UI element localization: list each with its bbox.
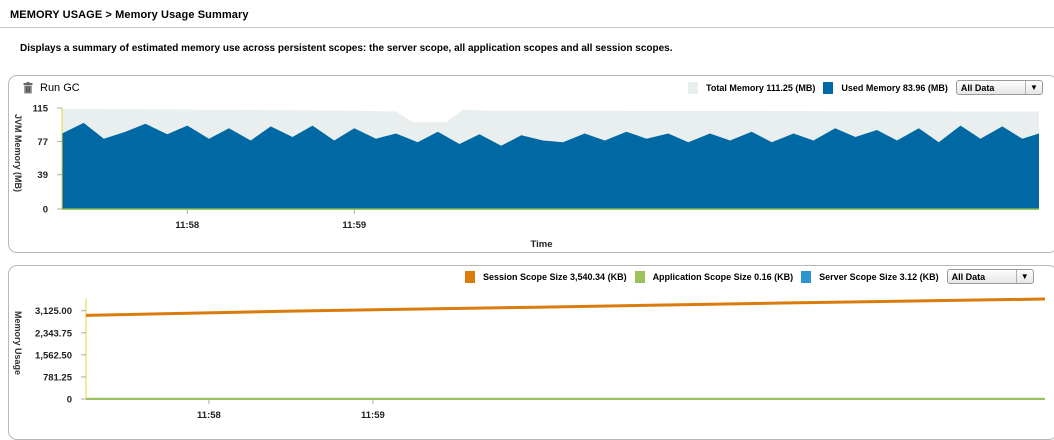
legend-swatch-session: [465, 270, 475, 283]
legend-swatch-server: [801, 270, 812, 283]
legend-label-total: Total Memory 111.25 (MB): [706, 82, 816, 93]
scope-legend: Session Scope Size 3,540.34 (KB) Applica…: [465, 269, 1034, 284]
title-divider: [0, 27, 1054, 28]
x-tick-label: 11:58: [197, 410, 221, 421]
scope-data-range-value: All Data: [951, 271, 986, 282]
legend-label-session: Session Scope Size 3,540.34 (KB): [483, 271, 627, 282]
legend-label-server: Server Scope Size 3.12 (KB): [819, 271, 939, 282]
jvm-memory-chart: 1157739011:5811:5912:0012:0112:0212:03Ti…: [33, 104, 1039, 250]
y-tick-label: 2,343.75: [35, 328, 73, 339]
scope-data-range-select[interactable]: All Data ▼: [946, 269, 1034, 284]
session-scope-line: [85, 297, 1046, 317]
legend-item-used-memory: Used Memory 83.96 (MB): [823, 81, 948, 94]
y-tick-label: 3,125.00: [35, 306, 72, 317]
y-tick-label: 0: [43, 205, 48, 216]
run-gc-label: Run GC: [40, 82, 80, 94]
y-tick-label: 115: [33, 104, 49, 115]
chevron-down-icon: ▼: [1024, 81, 1042, 94]
y-tick-label: 0: [67, 395, 72, 406]
legend-item-session-scope: Session Scope Size 3,540.34 (KB): [465, 270, 627, 283]
legend-swatch-total: [688, 81, 698, 94]
y-tick-label: 77: [37, 137, 48, 148]
jvm-data-range-value: All Data: [960, 82, 995, 93]
page-title: MEMORY USAGE > Memory Usage Summary: [10, 9, 249, 21]
y-tick-label: 1,562.50: [35, 350, 72, 361]
page-description: Displays a summary of estimated memory u…: [20, 43, 673, 54]
legend-swatch-used: [823, 81, 834, 94]
chevron-down-icon: ▼: [1015, 270, 1033, 283]
jvm-memory-panel: Run GC Total Memory 111.25 (MB) Used Mem…: [8, 75, 1054, 253]
jvm-data-range-select[interactable]: All Data ▼: [955, 80, 1043, 95]
scope-memory-panel: Session Scope Size 3,540.34 (KB) Applica…: [8, 265, 1054, 440]
y-tick-label: 781.25: [43, 372, 73, 383]
trash-icon: [23, 82, 33, 94]
legend-label-used: Used Memory 83.96 (MB): [841, 82, 948, 93]
run-gc-button[interactable]: Run GC: [23, 82, 80, 94]
x-tick-label: 11:59: [361, 410, 385, 421]
legend-swatch-application: [634, 270, 645, 283]
x-axis-title: Time: [530, 239, 552, 250]
x-tick-label: 11:58: [175, 220, 199, 231]
scope-memory-chart: 3,125.00 2,343.75 1,562.50 781.25 0 11:58 11:5…: [35, 297, 1046, 421]
legend-item-total-memory: Total Memory 111.25 (MB): [688, 81, 816, 94]
legend-item-server-scope: Server Scope Size 3.12 (KB): [801, 270, 939, 283]
legend-item-application-scope: Application Scope Size 0.16 (KB): [634, 270, 794, 283]
x-tick-label: 11:59: [342, 220, 366, 231]
y-tick-label: 39: [37, 170, 48, 181]
jvm-legend: Total Memory 111.25 (MB) Used Memory 83.…: [688, 80, 1043, 95]
legend-label-application: Application Scope Size 0.16 (KB): [652, 271, 794, 282]
used-memory-area: [62, 122, 1039, 209]
